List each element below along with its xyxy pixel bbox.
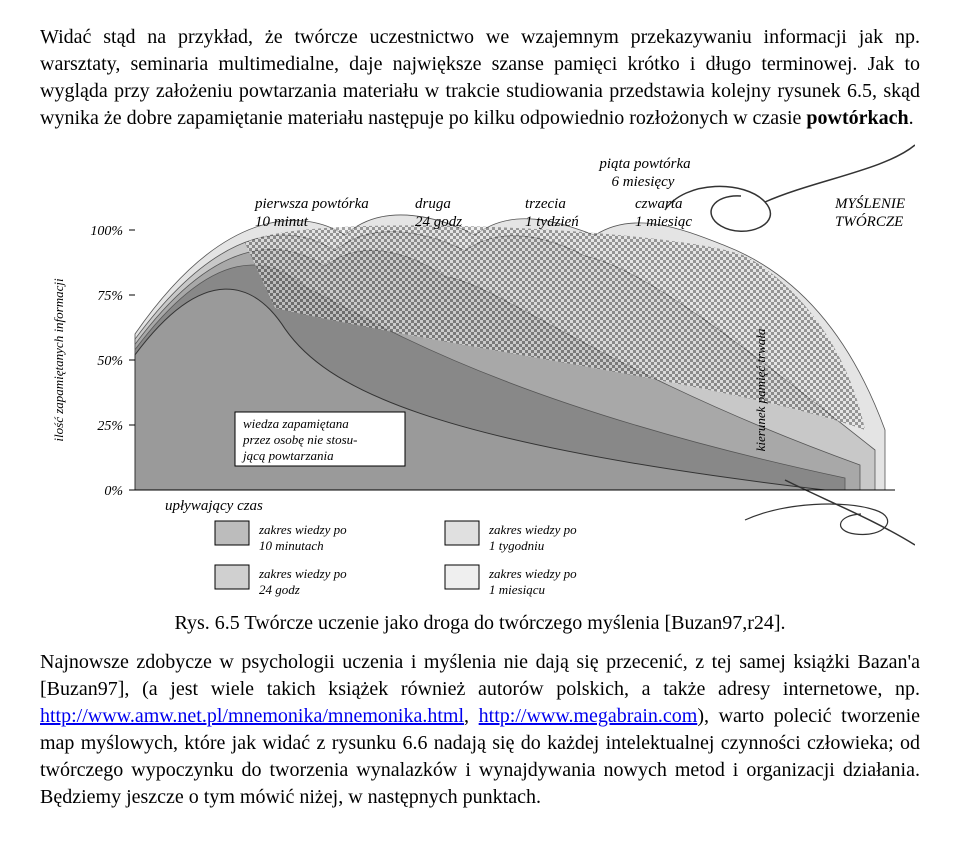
svg-text:24 godz: 24 godz [259,582,300,597]
svg-text:zakres wiedzy po: zakres wiedzy po [258,566,347,581]
intro-paragraph: Widać stąd na przykład, że twórcze uczes… [40,24,920,132]
svg-text:TWÓRCZE: TWÓRCZE [835,213,903,230]
svg-text:wiedza zapamiętana: wiedza zapamiętana [243,416,349,431]
svg-text:100%: 100% [90,224,123,239]
svg-text:jącą powtarzania: jącą powtarzania [241,448,334,463]
closing-paragraph: Najnowsze zdobycze w psychologii uczenia… [40,649,920,811]
svg-text:przez osobę nie stosu-: przez osobę nie stosu- [242,432,357,447]
svg-text:trzecia: trzecia [525,196,566,212]
svg-text:75%: 75% [97,289,123,304]
p1-end: . [909,107,914,129]
p2a: Najnowsze zdobycze w psychologii uczenia… [40,651,920,700]
link-mnemonika[interactable]: http://www.amw.net.pl/mnemonika/mnemonik… [40,705,464,727]
svg-text:10 minut: 10 minut [255,214,309,230]
svg-text:1 tygodniu: 1 tygodniu [489,538,545,553]
diagram-svg: 100% 75% 50% 25% 0% ilość zapamiętanych infor… [45,140,915,600]
svg-text:0%: 0% [104,484,123,499]
svg-text:czwarta: czwarta [635,196,683,212]
figure-caption: Rys. 6.5 Twórcze uczenie jako droga do t… [40,612,920,635]
svg-text:1 miesiącu: 1 miesiącu [489,582,545,597]
svg-text:1 tydzień: 1 tydzień [525,214,579,230]
p2b: , [464,705,479,727]
svg-text:ilość zapamiętanych informacji: ilość zapamiętanych informacji [51,278,66,442]
svg-text:zakres wiedzy po: zakres wiedzy po [488,522,577,537]
svg-text:50%: 50% [97,354,123,369]
svg-text:kierunek pamięć trwała: kierunek pamięć trwała [753,328,768,451]
svg-text:zakres wiedzy po: zakres wiedzy po [488,566,577,581]
memory-diagram: 100% 75% 50% 25% 0% ilość zapamiętanych infor… [45,140,915,600]
svg-text:upływający czas: upływający czas [165,498,263,514]
p1-text: Widać stąd na przykład, że twórcze uczes… [40,26,920,129]
svg-text:25%: 25% [97,419,123,434]
svg-text:10 minutach: 10 minutach [259,538,324,553]
p1-bold: powtórkach [806,107,908,129]
svg-text:druga: druga [415,196,451,212]
svg-text:zakres wiedzy po: zakres wiedzy po [258,522,347,537]
link-megabrain[interactable]: http://www.megabrain.com [479,705,698,727]
svg-text:MYŚLENIE: MYŚLENIE [834,195,905,212]
svg-text:24 godz: 24 godz [415,214,462,230]
svg-text:6 miesięcy: 6 miesięcy [612,174,675,190]
svg-text:piąta powtórka: piąta powtórka [598,156,690,172]
svg-text:1 miesiąc: 1 miesiąc [635,214,692,230]
svg-text:pierwsza powtórka: pierwsza powtórka [254,196,369,212]
